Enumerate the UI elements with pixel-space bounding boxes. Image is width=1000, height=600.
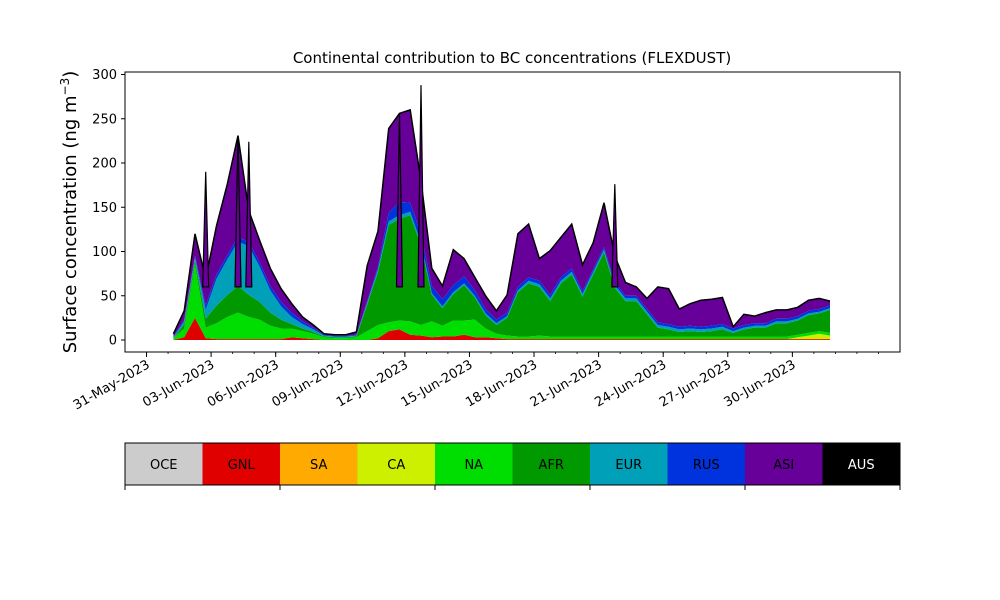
legend-swatch-na [435,443,513,485]
legend-label-gnl: GNL [228,458,256,473]
y-tick-label-250: 250 [92,112,117,127]
peak-spikes [202,85,619,288]
legend-label-rus: RUS [693,458,720,473]
total-line [172,108,831,336]
y-tick-label-50: 50 [100,289,117,304]
x-tick-label-2023-06-30: 30-Jun-2023 [722,357,799,410]
chart-title: Continental contribution to BC concentra… [293,49,731,67]
x-tick-label-2023-06-09: 09-Jun-2023 [269,357,346,410]
legend-label-afr: AFR [539,458,564,473]
y-tick-label-300: 300 [92,68,117,83]
legend-label-asi: ASI [773,458,794,473]
legend-label-oce: OCE [150,458,178,473]
x-tick-label-2023-06-06: 06-Jun-2023 [205,357,282,410]
y-tick-label-0: 0 [109,334,117,349]
legend-swatch-sa [280,443,358,485]
legend-label-eur: EUR [615,458,642,473]
x-tick-label-2023-06-15: 15-Jun-2023 [399,357,476,410]
area-series-rus [173,201,830,338]
y-axis-label: Surface concentration (ng m−3) [58,71,81,354]
plot-area [124,71,901,353]
legend-label-na: NA [464,458,483,473]
legend-swatch-afr [512,443,590,485]
legend-swatch-eur [590,443,668,485]
legend: OCE GNL SA CA NA AFR EUR RUS ASI AUS [124,442,901,490]
total-peak-2 [245,141,253,288]
total-peak-4 [417,85,425,288]
total-peak-5 [611,184,619,288]
x-tick-label-2023-06-21: 21-Jun-2023 [528,357,605,410]
x-axis: 31-May-202303-Jun-202306-Jun-202309-Jun-… [71,352,879,413]
total-peak-1 [234,135,242,288]
x-tick-label-2023-06-24: 24-Jun-2023 [592,357,669,410]
stacked-area-layers [173,109,830,340]
total-peak-0 [202,171,210,288]
area-series-asi [173,109,830,337]
y-tick-label-200: 200 [92,157,117,172]
x-tick-label-2023-06-12: 12-Jun-2023 [334,357,411,410]
total-peak-3 [395,115,404,288]
y-tick-label-100: 100 [92,245,117,260]
legend-swatch-oce [125,443,203,485]
x-tick-label-2023-06-18: 18-Jun-2023 [463,357,540,410]
x-tick-label-2023-05-31: 31-May-2023 [71,357,153,413]
legend-frame [124,442,901,486]
x-tick-label-2023-06-03: 03-Jun-2023 [140,357,217,410]
y-tick-label-150: 150 [92,201,117,216]
area-series-na [173,264,830,340]
legend-swatch-rus [667,443,745,485]
x-tick-label-2023-06-27: 27-Jun-2023 [657,357,734,410]
legend-label-ca: CA [387,458,405,473]
legend-label-aus: AUS [848,458,875,473]
legend-swatch-ca [357,443,435,485]
legend-swatch-aus [822,443,900,485]
legend-swatch-gnl [202,443,280,485]
y-axis: 0 50 100 150 200 250 300 [92,68,125,349]
legend-label-sa: SA [310,458,327,473]
legend-swatch-asi [745,443,823,485]
